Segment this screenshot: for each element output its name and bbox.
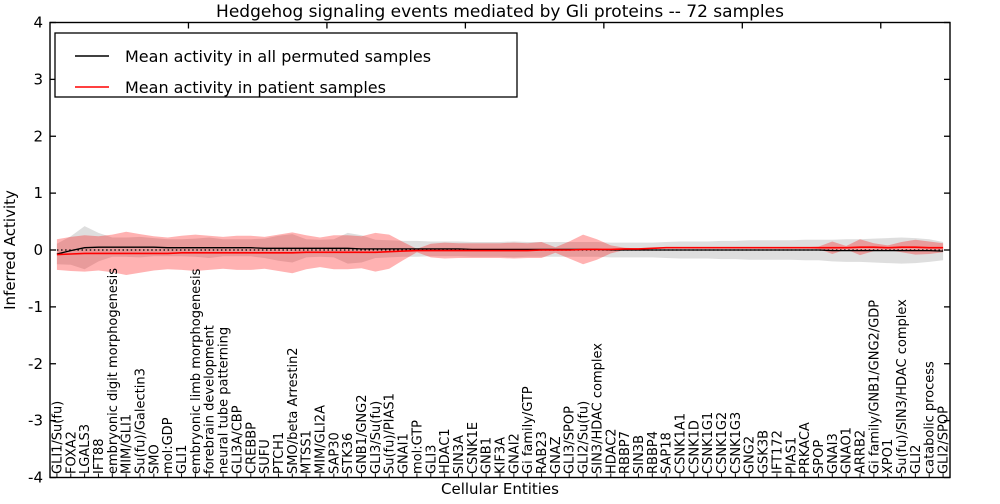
y-tick-label: -2: [28, 355, 43, 373]
x-category-label: Su(fu)/PIAS1: [383, 393, 398, 474]
x-category-label: GNAI2: [507, 433, 522, 474]
x-category-label: CSNK1G3: [729, 412, 744, 474]
y-tick-label: -1: [28, 298, 43, 316]
x-category-label: CSNK1A1: [674, 413, 689, 474]
x-category-label: GLI2/Su(fu): [577, 401, 592, 474]
x-category-label: SAP18: [660, 432, 675, 474]
x-category-label: XPO1: [881, 439, 896, 474]
x-category-label: GNG2: [743, 436, 758, 474]
x-category-label: GLI3/SPOP: [563, 406, 578, 474]
axes-frame: [49, 21, 951, 479]
x-category-label: MIM/GLI1: [120, 414, 135, 474]
x-category-label: mol:GDP: [161, 417, 176, 474]
x-category-label: forebrain development: [203, 325, 218, 474]
x-category-label: mol:GTP: [410, 420, 425, 474]
permuted-mean-line: [56, 246, 944, 255]
x-category-label: Su(fu)/Galectin3: [134, 368, 149, 474]
x-category-label: SIN3A: [452, 435, 467, 474]
chart-title: Hedgehog signaling events mediated by Gl…: [216, 2, 784, 22]
x-category-label: CSNK1G2: [715, 412, 730, 474]
x-category-label: HDAC2: [604, 428, 619, 474]
x-category-label: RBBP4: [646, 431, 661, 474]
x-category-label: Su(fu)/SIN3/HDAC complex: [895, 299, 910, 474]
x-category-label: neural tube patterning: [217, 327, 232, 474]
patient-std-band: [56, 231, 944, 275]
y-tick-label: 1: [33, 184, 43, 202]
x-category-label: GLI1/Su(fu): [50, 401, 65, 474]
y-axis-title: Inferred Activity: [1, 190, 19, 310]
x-category-label: MIM/GLI2A: [314, 405, 329, 474]
x-category-label: CREBBP: [244, 422, 259, 474]
x-category-label: GNB1: [480, 437, 495, 474]
x-category-label: KIF3A: [494, 437, 509, 474]
x-category-label: GNAZ: [549, 436, 564, 474]
y-tick-label: 4: [33, 14, 43, 32]
x-category-label: SIN3/HDAC complex: [590, 343, 605, 474]
legend-patient-label: Mean activity in patient samples: [125, 78, 386, 97]
x-category-label: PRKACA: [798, 422, 813, 474]
plot-area: -4 -3 -2 -1 0 1 2 3 4 GLI1/Su(fu)FOXA2LGALS3IFT88…: [28, 14, 952, 487]
y-tick-label: -4: [28, 469, 43, 487]
legend: Mean activity in all permuted samples Me…: [54, 32, 518, 98]
x-category-label: GNAO1: [840, 427, 855, 474]
x-category-label: PIAS1: [784, 437, 799, 474]
x-category-label: GLI2: [909, 445, 924, 474]
x-category-label: GNAI3: [826, 433, 841, 474]
x-category-label: GLI3/Su(fu): [369, 401, 384, 474]
x-category-label: GLI3A/CBP: [230, 405, 245, 474]
x-category-label: GLI1: [175, 445, 190, 474]
x-category-label: PTCH1: [272, 432, 287, 474]
patient-mean-line: [56, 246, 944, 256]
x-category-label: CSNK1D: [687, 420, 702, 474]
x-category-label: RAB23: [535, 431, 550, 474]
x-category-label: STK36: [341, 433, 356, 474]
y-tick-label: 3: [33, 70, 43, 88]
x-category-label: SIN3B: [632, 435, 647, 474]
x-category-label: RBBP7: [618, 431, 633, 474]
x-category-label: embryonic digit morphogenesis: [106, 268, 121, 474]
x-category-label: LGALS3: [78, 424, 93, 474]
y-tick-label: -3: [28, 412, 43, 430]
x-category-label: SUFU: [258, 439, 273, 474]
permuted-std-band: [56, 226, 944, 270]
x-category-label: SAP30: [327, 432, 342, 474]
x-category-label: SMO: [147, 444, 162, 474]
x-category-label: GLI2/SPOP: [937, 406, 952, 474]
x-category-label: IFT88: [92, 438, 107, 474]
x-category-label: catabolic process: [923, 361, 938, 474]
x-axis-title: Cellular Entities: [441, 480, 559, 498]
y-tick-label: 2: [33, 127, 43, 145]
x-category-label: embryonic limb morphogenesis: [189, 268, 204, 474]
legend-permuted-label: Mean activity in all permuted samples: [125, 47, 431, 66]
x-category-label: MTSS1: [300, 430, 315, 474]
x-category-label: ARRB2: [854, 430, 869, 474]
x-category-label: Gi family/GNB1/GNG2/GDP: [867, 300, 882, 474]
x-category-label: SMO/beta Arrestin2: [286, 347, 301, 474]
x-category-label: GSK3B: [757, 430, 772, 474]
y-tick-label: 0: [33, 241, 43, 259]
x-category-label: FOXA2: [64, 431, 79, 474]
x-category-label: CSNK1E: [466, 422, 481, 474]
x-category-label: Gi family/GTP: [521, 386, 536, 474]
x-category-label: HDAC1: [438, 428, 453, 474]
x-category-label: CSNK1G1: [701, 412, 716, 474]
legend-box: [54, 32, 518, 98]
x-category-label: IFT172: [770, 430, 785, 474]
x-category-label: GNB1/GNG2: [355, 394, 370, 474]
x-category-label: SPOP: [812, 440, 827, 474]
x-category-label: GLI3: [424, 445, 439, 474]
x-category-label: GNAI1: [397, 433, 412, 474]
